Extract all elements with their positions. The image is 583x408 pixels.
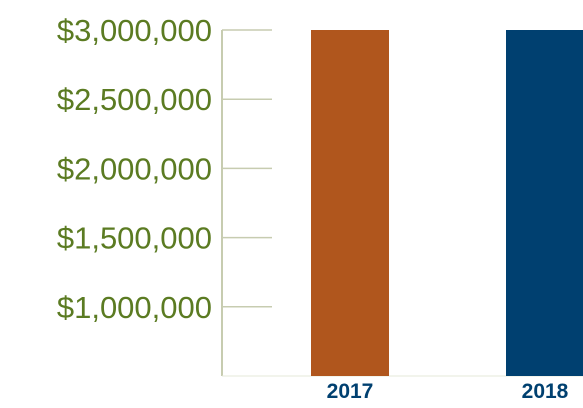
y-tick-label: $3,000,000 [57, 13, 212, 48]
bars [311, 30, 583, 376]
y-tick-label: $1,000,000 [57, 290, 212, 325]
y-tick-label: $2,000,000 [57, 151, 212, 186]
bar-2017-segment-1 [311, 30, 389, 376]
y-tick-label: $2,500,000 [57, 82, 212, 117]
x-category-label: 2018 [522, 380, 569, 403]
y-tick-label: $1,500,000 [57, 221, 212, 256]
x-category-label: 2017 [327, 380, 374, 403]
x-axis-labels: 2017 2018 [327, 380, 569, 403]
bar-2018-segment-2 [506, 30, 583, 376]
y-axis-ticks: $1,000,000 $1,500,000 $2,000,000 $2,500,000… [57, 13, 272, 325]
